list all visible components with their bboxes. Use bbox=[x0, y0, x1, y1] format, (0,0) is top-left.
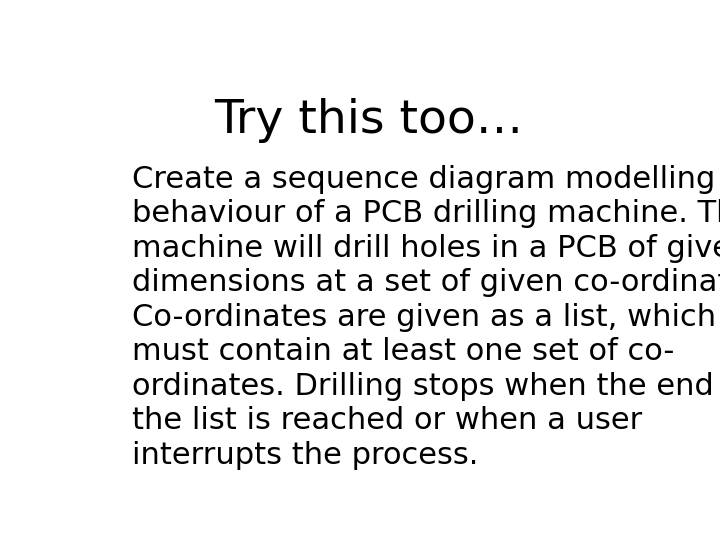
Text: dimensions at a set of given co-ordinates.: dimensions at a set of given co-ordinate… bbox=[132, 268, 720, 297]
Text: Co-ordinates are given as a list, which: Co-ordinates are given as a list, which bbox=[132, 302, 716, 332]
Text: machine will drill holes in a PCB of given: machine will drill holes in a PCB of giv… bbox=[132, 234, 720, 262]
Text: interrupts the process.: interrupts the process. bbox=[132, 441, 478, 470]
Text: Create a sequence diagram modelling the: Create a sequence diagram modelling the bbox=[132, 165, 720, 194]
Text: behaviour of a PCB drilling machine. The: behaviour of a PCB drilling machine. The bbox=[132, 199, 720, 228]
Text: the list is reached or when a user: the list is reached or when a user bbox=[132, 406, 642, 435]
Text: must contain at least one set of co-: must contain at least one set of co- bbox=[132, 337, 674, 366]
Text: Try this too…: Try this too… bbox=[215, 98, 523, 143]
Text: ordinates. Drilling stops when the end of: ordinates. Drilling stops when the end o… bbox=[132, 372, 720, 401]
